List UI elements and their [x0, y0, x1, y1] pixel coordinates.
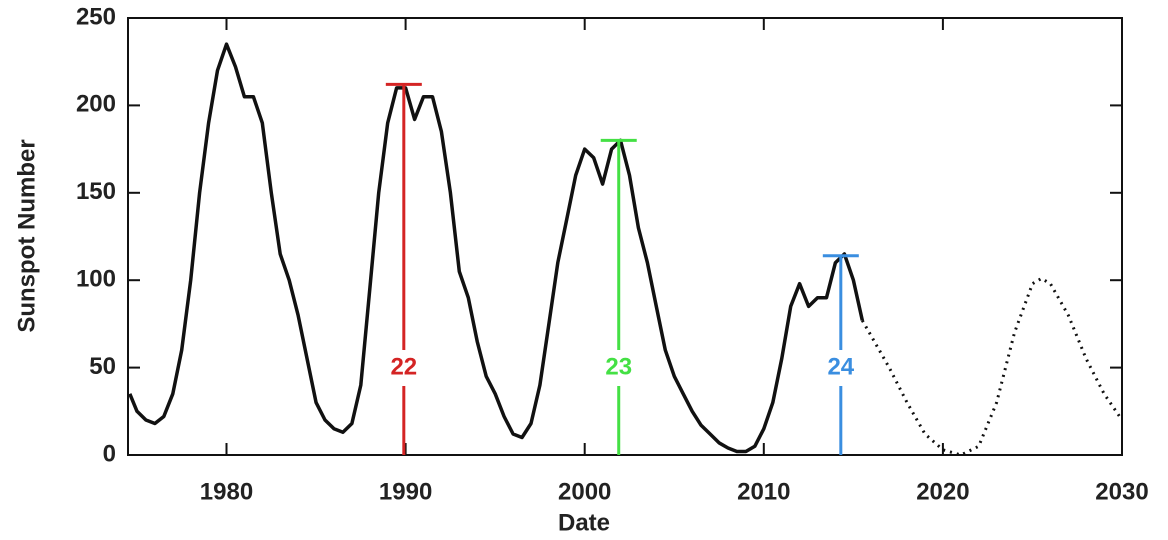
x-tick-label: 2030	[1095, 478, 1148, 505]
y-tick-label: 250	[76, 3, 116, 30]
y-tick-label: 200	[76, 91, 116, 118]
cycle-label: 24	[827, 353, 854, 380]
y-axis-title: Sunspot Number	[13, 139, 40, 332]
x-tick-label: 2010	[737, 478, 790, 505]
cycle-label: 22	[390, 353, 417, 380]
series-line	[860, 277, 1124, 457]
y-tick-label: 0	[103, 440, 116, 467]
x-axis-title: Date	[558, 509, 610, 536]
x-tick-label: 2020	[916, 478, 969, 505]
plot-frame	[127, 17, 1123, 456]
y-tick-label: 50	[89, 353, 116, 380]
x-tick-label: 2000	[558, 478, 611, 505]
cycle-marker	[385, 82, 422, 455]
x-tick-label: 1980	[200, 478, 253, 505]
series-line	[128, 42, 865, 454]
cycle-label: 23	[605, 353, 632, 380]
cycle-marker	[600, 138, 637, 455]
x-tick-label: 1990	[379, 478, 432, 505]
y-tick-label: 150	[76, 178, 116, 205]
y-tick-label: 100	[76, 266, 116, 293]
cycle-marker	[822, 254, 859, 455]
